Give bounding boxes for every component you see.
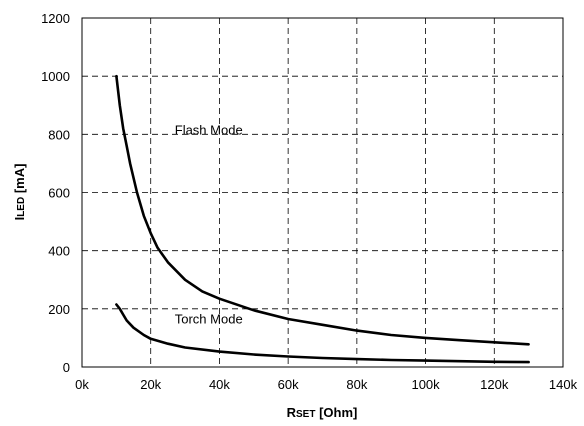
annotation-label: Flash Mode <box>175 122 243 137</box>
y-tick-label: 800 <box>48 127 70 142</box>
annotation-layer: Flash Mode Torch Mode <box>175 122 243 326</box>
y-tick-label: 1200 <box>41 11 70 26</box>
y-tick-label: 400 <box>48 244 70 259</box>
ticks-layer: 0k 20k 40k 60k 80k 100k 120k 140k 0 200 400 600 800 1… <box>41 11 578 392</box>
x-tick-label: 120k <box>480 377 509 392</box>
y-tick-label: 200 <box>48 302 70 317</box>
series-layer <box>115 74 530 364</box>
plot-frame <box>81 17 564 368</box>
x-tick-label: 40k <box>209 377 230 392</box>
y-tick-label: 600 <box>48 186 70 201</box>
y-tick-label: 1000 <box>41 69 70 84</box>
series-line-flash-mode <box>115 74 530 346</box>
x-tick-label: 140k <box>549 377 578 392</box>
y-tick-label: 0 <box>63 360 70 375</box>
y-axis-label: ILED [mA] <box>12 164 27 221</box>
x-tick-label: 20k <box>140 377 161 392</box>
x-tick-label: 80k <box>346 377 367 392</box>
x-tick-label: 100k <box>411 377 440 392</box>
annotation-label: Torch Mode <box>175 311 243 326</box>
x-tick-label: 0k <box>75 377 89 392</box>
series-line-torch-mode <box>115 303 530 364</box>
x-tick-label: 60k <box>278 377 299 392</box>
grid-layer <box>82 18 563 367</box>
x-axis-label: RSET [Ohm] <box>287 405 358 420</box>
